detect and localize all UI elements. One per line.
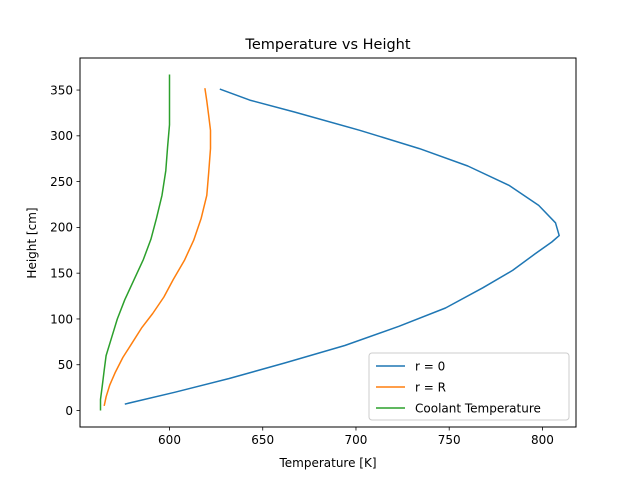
plot-frame (79, 57, 577, 428)
x-tick-label: 750 (438, 433, 461, 447)
y-tick-label: 150 (50, 266, 73, 280)
x-axis: 600 650 700 750 800 (158, 427, 554, 447)
x-tick-label: 800 (531, 433, 554, 447)
y-axis-label: Height [cm] (25, 207, 39, 278)
y-axis: 0 50 100 150 200 250 300 350 (50, 83, 80, 418)
x-tick-label: 650 (251, 433, 274, 447)
plot-area (79, 57, 577, 428)
y-tick-label: 200 (50, 221, 73, 235)
legend-label: Coolant Temperature (415, 401, 541, 415)
chart-title: Temperature vs Height (244, 37, 410, 53)
y-tick-label: 0 (65, 404, 73, 418)
y-tick-label: 50 (58, 358, 73, 372)
y-tick-label: 100 (50, 312, 73, 326)
x-axis-label: Temperature [K] (278, 456, 376, 470)
y-tick-label: 250 (50, 175, 73, 189)
legend-box (368, 352, 570, 421)
legend-label: r = R (415, 380, 446, 394)
legend: r = 0 r = R Coolant Temperature (368, 352, 570, 421)
y-tick-label: 350 (50, 83, 73, 97)
y-tick-label: 300 (50, 129, 73, 143)
x-tick-label: 700 (345, 433, 368, 447)
series-line-1 (124, 88, 560, 405)
series-line-3 (99, 74, 171, 411)
series-line-2 (103, 88, 212, 407)
legend-entries: r = 0 r = R Coolant Temperature (376, 359, 541, 415)
series-layer (99, 74, 560, 411)
legend-label: r = 0 (415, 359, 445, 373)
x-tick-label: 600 (158, 433, 181, 447)
